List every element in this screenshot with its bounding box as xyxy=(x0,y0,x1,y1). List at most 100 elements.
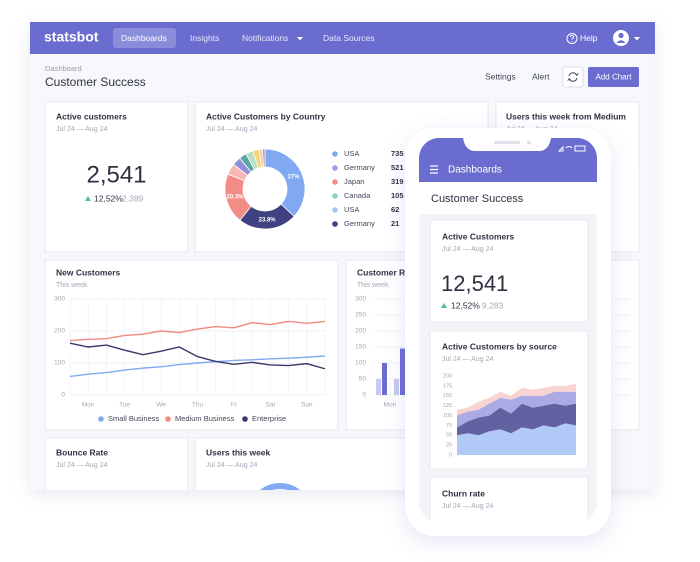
legend-label: Enterprise xyxy=(252,414,286,423)
header-action[interactable]: Alert xyxy=(532,71,550,81)
phone-title: Customer Success xyxy=(431,193,524,205)
nav-active xyxy=(113,28,176,48)
card xyxy=(44,101,189,253)
y-tick-label: 200 xyxy=(54,328,65,335)
card xyxy=(429,219,589,323)
menu-icon[interactable] xyxy=(430,165,438,174)
card-date: Jul 24 — Aug 24 xyxy=(442,503,493,510)
card-title: Active Customers by Country xyxy=(206,111,326,121)
x-tick-label: Tue xyxy=(119,402,130,409)
button-label[interactable]: Add Chart xyxy=(595,73,632,82)
y-tick-label: 0 xyxy=(61,392,65,399)
donut-segment xyxy=(262,148,266,168)
x-tick-label: Mon xyxy=(384,402,397,409)
legend-dot xyxy=(332,165,338,171)
legend-label: Small Business xyxy=(108,414,160,423)
card-title: Customer R xyxy=(357,267,405,277)
area-series xyxy=(457,383,576,416)
legend-name: Canada xyxy=(344,191,371,200)
nav-item[interactable]: Data Sources xyxy=(323,33,375,43)
card-title: Bounce Rate xyxy=(56,447,108,457)
card-date: Jul 24 — Aug 24 xyxy=(206,462,257,469)
breadcrumb: Dashboard xyxy=(45,64,82,73)
kpi-value: 2,541 xyxy=(86,161,146,188)
card xyxy=(44,259,339,431)
kpi-value: 12,541 xyxy=(441,271,508,296)
status-icons xyxy=(557,145,586,152)
help-icon xyxy=(566,33,578,44)
avatar-caret xyxy=(634,37,640,41)
donut-peek xyxy=(260,483,300,490)
add-chart-button[interactable] xyxy=(588,67,639,87)
legend-label: Medium Business xyxy=(175,414,234,423)
legend-dot xyxy=(165,416,171,422)
refresh-icon xyxy=(567,72,579,82)
y-tick-label: 50 xyxy=(359,376,367,383)
y-tick-label: 125 xyxy=(443,403,452,409)
legend-dot xyxy=(332,207,338,213)
legend-dot xyxy=(242,416,248,422)
legend-dot xyxy=(332,221,338,227)
help-link[interactable]: Help xyxy=(580,33,598,43)
legend-value: 105 xyxy=(391,191,404,200)
y-tick-label: 150 xyxy=(355,344,366,351)
card xyxy=(429,476,589,522)
legend-value: 735 xyxy=(391,149,404,158)
y-tick-label: 0 xyxy=(449,452,452,458)
x-tick-label: Mon xyxy=(82,402,95,409)
phone-header-title: Dashboards xyxy=(448,165,502,176)
refresh-button[interactable] xyxy=(562,66,584,88)
y-tick-label: 75 xyxy=(446,423,452,429)
header-action[interactable]: Settings xyxy=(485,71,516,81)
up-arrow xyxy=(441,303,447,308)
y-tick-label: 300 xyxy=(54,296,65,303)
x-tick-label: Thu xyxy=(192,402,204,409)
donut-label: 23.8% xyxy=(259,218,277,224)
legend-dot xyxy=(332,193,338,199)
bar xyxy=(394,379,399,395)
y-tick-label: 175 xyxy=(443,383,452,389)
legend-value: 521 xyxy=(391,163,404,172)
card-title: New Customers xyxy=(56,267,121,277)
y-tick-label: 100 xyxy=(54,360,65,367)
y-tick-label: 50 xyxy=(446,433,452,439)
y-tick-label: 250 xyxy=(355,312,366,319)
legend-name: Japan xyxy=(344,177,364,186)
donut-label: 20.3% xyxy=(226,194,244,200)
line-series xyxy=(69,342,326,370)
legend-value: 319 xyxy=(391,177,404,186)
card-date: Jul 24 — Aug 24 xyxy=(442,356,493,363)
y-tick-label: 300 xyxy=(355,296,366,303)
title-band xyxy=(419,182,597,214)
area-series xyxy=(457,403,576,436)
kpi-previous: 9,283 xyxy=(482,300,504,310)
card xyxy=(44,437,189,490)
x-tick-label: We xyxy=(156,402,166,409)
camera xyxy=(527,140,531,145)
bar xyxy=(382,363,387,395)
legend-value: 21 xyxy=(391,219,399,228)
nav-bar xyxy=(30,22,655,54)
y-tick-label: 0 xyxy=(362,392,366,399)
y-tick-label: 200 xyxy=(355,328,366,335)
area-series xyxy=(457,423,576,455)
line-series xyxy=(69,320,326,342)
x-tick-label: Fr xyxy=(231,402,238,409)
nav-item[interactable]: Dashboards xyxy=(121,33,167,43)
y-tick-label: 25 xyxy=(446,443,452,449)
card-date: Jul 24 — Aug 24 xyxy=(206,126,257,133)
bar xyxy=(376,379,381,395)
nav-item[interactable]: Insights xyxy=(190,33,219,43)
card-date: Jul 24 — Aug 24 xyxy=(442,246,493,253)
nav-item[interactable]: Notifications xyxy=(242,33,288,43)
card-date: This week xyxy=(357,282,389,289)
notch xyxy=(463,138,551,151)
kpi-change: 12,52% xyxy=(94,193,123,203)
card-title: Active Customers by source xyxy=(442,341,557,351)
card-date: This week xyxy=(56,282,88,289)
legend-name: Germany xyxy=(344,163,375,172)
speaker xyxy=(494,141,520,144)
donut-label: 37% xyxy=(287,174,300,180)
legend-dot xyxy=(98,416,104,422)
